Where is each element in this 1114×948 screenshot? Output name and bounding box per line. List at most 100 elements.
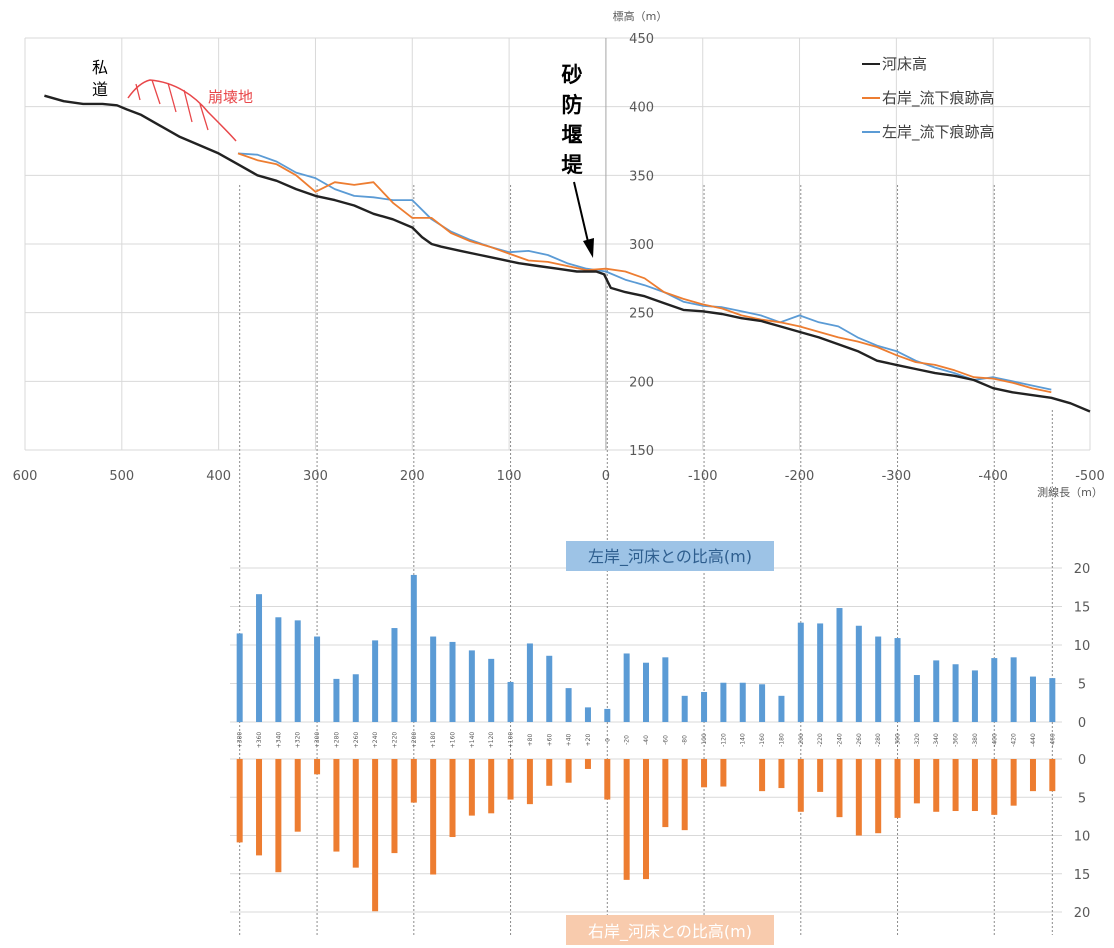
sabo-dam-label: 砂 xyxy=(562,63,583,87)
landslide-hatch xyxy=(183,89,193,123)
landslide-hatch xyxy=(151,79,161,105)
right-bank-bar xyxy=(352,759,359,868)
left-bank-bar xyxy=(971,670,978,722)
right-bank-bar xyxy=(759,759,766,792)
left-bank-bar xyxy=(720,682,727,722)
left-bank-bar xyxy=(352,674,359,722)
left-bank-bar xyxy=(449,641,456,722)
right-bar-tick-label: 20 xyxy=(1074,906,1091,921)
left-bank-bar xyxy=(391,628,398,722)
right-bank-bar xyxy=(430,759,437,875)
y-tick-label: 350 xyxy=(629,169,654,184)
right-bank-bar xyxy=(372,759,379,912)
right-bank-bar xyxy=(991,759,998,815)
left-bank-bar xyxy=(372,640,379,722)
bar-category-label: -380 xyxy=(972,733,979,747)
bar-category-label: +220 xyxy=(391,732,398,749)
bar-category-label: +200 xyxy=(411,732,418,749)
bar-category-label: +20 xyxy=(585,733,592,746)
bar-category-label: -320 xyxy=(914,733,921,747)
bar-category-label: -220 xyxy=(817,733,824,747)
bar-category-label: +180 xyxy=(430,732,437,749)
right-bar-title-box xyxy=(566,915,774,945)
y-axis-title: 標高（m） xyxy=(613,9,668,23)
right-bank-bar xyxy=(913,759,920,804)
bar-category-label: +320 xyxy=(295,732,302,749)
series-line-1 xyxy=(237,152,1052,394)
y-tick-label: 250 xyxy=(629,307,654,322)
bar-category-label: -40 xyxy=(643,735,650,745)
bar-category-label: +140 xyxy=(469,732,476,749)
bar-category-label: +360 xyxy=(256,732,263,749)
bar-category-label: +60 xyxy=(546,733,553,746)
right-bank-bar xyxy=(971,759,978,812)
bar-category-label: +300 xyxy=(314,732,321,749)
right-bank-bar xyxy=(778,759,785,789)
left-bank-bar xyxy=(681,695,688,722)
left-bank-bar xyxy=(333,678,340,722)
bar-category-label: -20 xyxy=(624,735,631,745)
legend-label: 右岸_流下痕跡高 xyxy=(882,89,995,108)
right-bank-bar xyxy=(720,759,727,787)
right-bar-tick-label: 0 xyxy=(1078,753,1086,768)
left-bank-bar xyxy=(875,636,882,722)
left-bar-tick-label: 10 xyxy=(1074,639,1091,654)
private-road-label: 道 xyxy=(92,80,108,99)
left-bank-bar xyxy=(913,675,920,722)
left-bar-tick-label: 5 xyxy=(1078,678,1086,693)
bar-category-label: +240 xyxy=(372,732,379,749)
right-bank-bar xyxy=(701,759,708,788)
left-bank-bar xyxy=(275,617,282,722)
right-bank-bar xyxy=(894,759,901,818)
x-axis-title: 測線長（m） xyxy=(1037,485,1103,499)
left-bar-tick-label: 0 xyxy=(1078,716,1086,731)
bar-category-label: +120 xyxy=(488,732,495,749)
x-tick-label: 300 xyxy=(303,469,328,484)
bar-category-label: -60 xyxy=(662,735,669,745)
bar-category-label: +40 xyxy=(566,733,573,746)
landslide-scarp xyxy=(127,79,237,142)
left-bank-bar xyxy=(256,594,263,722)
landslide-hatch xyxy=(167,82,177,113)
right-bar-title: 右岸_河床との比高(m) xyxy=(588,922,752,942)
left-bank-bar xyxy=(584,707,591,722)
left-bank-bar xyxy=(410,574,417,722)
right-bar-tick-label: 5 xyxy=(1078,791,1086,806)
bar-category-label: -80 xyxy=(682,735,689,745)
y-tick-label: 200 xyxy=(629,375,654,390)
x-tick-label: -300 xyxy=(882,469,912,484)
left-bank-bar xyxy=(507,681,514,722)
y-tick-label: 150 xyxy=(629,444,654,459)
right-bank-bar xyxy=(797,759,804,812)
landslide-hatch xyxy=(135,83,141,101)
x-tick-label: 0 xyxy=(602,469,610,484)
right-bank-bar xyxy=(623,759,630,880)
right-bank-bar xyxy=(294,759,301,832)
bar-category-label: -240 xyxy=(836,733,843,747)
dam-arrow-head xyxy=(583,238,594,258)
sabo-dam-label: 堰 xyxy=(562,123,583,147)
bar-category-label: +80 xyxy=(527,733,534,746)
y-tick-label: 300 xyxy=(629,238,654,253)
bar-layer xyxy=(236,574,1056,912)
bar-category-label: +380 xyxy=(237,732,244,749)
x-tick-label: -200 xyxy=(785,469,815,484)
series-line-2 xyxy=(237,152,1052,391)
left-bank-bar xyxy=(430,636,437,722)
right-bank-bar xyxy=(526,759,533,805)
legend-label: 河床高 xyxy=(882,55,927,73)
left-bar-title: 左岸_河床との比高(m) xyxy=(588,547,752,567)
y-tick-label: 450 xyxy=(629,32,654,47)
grid-layer xyxy=(24,37,1091,913)
series-line-0 xyxy=(44,94,1091,413)
private-road-label: 私 xyxy=(92,58,108,77)
left-bank-bar xyxy=(778,695,785,722)
x-tick-label: 200 xyxy=(400,469,425,484)
bar-category-label: +160 xyxy=(450,732,457,749)
right-bank-bar xyxy=(952,759,959,812)
right-bank-bar xyxy=(1049,759,1056,792)
left-bank-bar xyxy=(1029,676,1036,722)
